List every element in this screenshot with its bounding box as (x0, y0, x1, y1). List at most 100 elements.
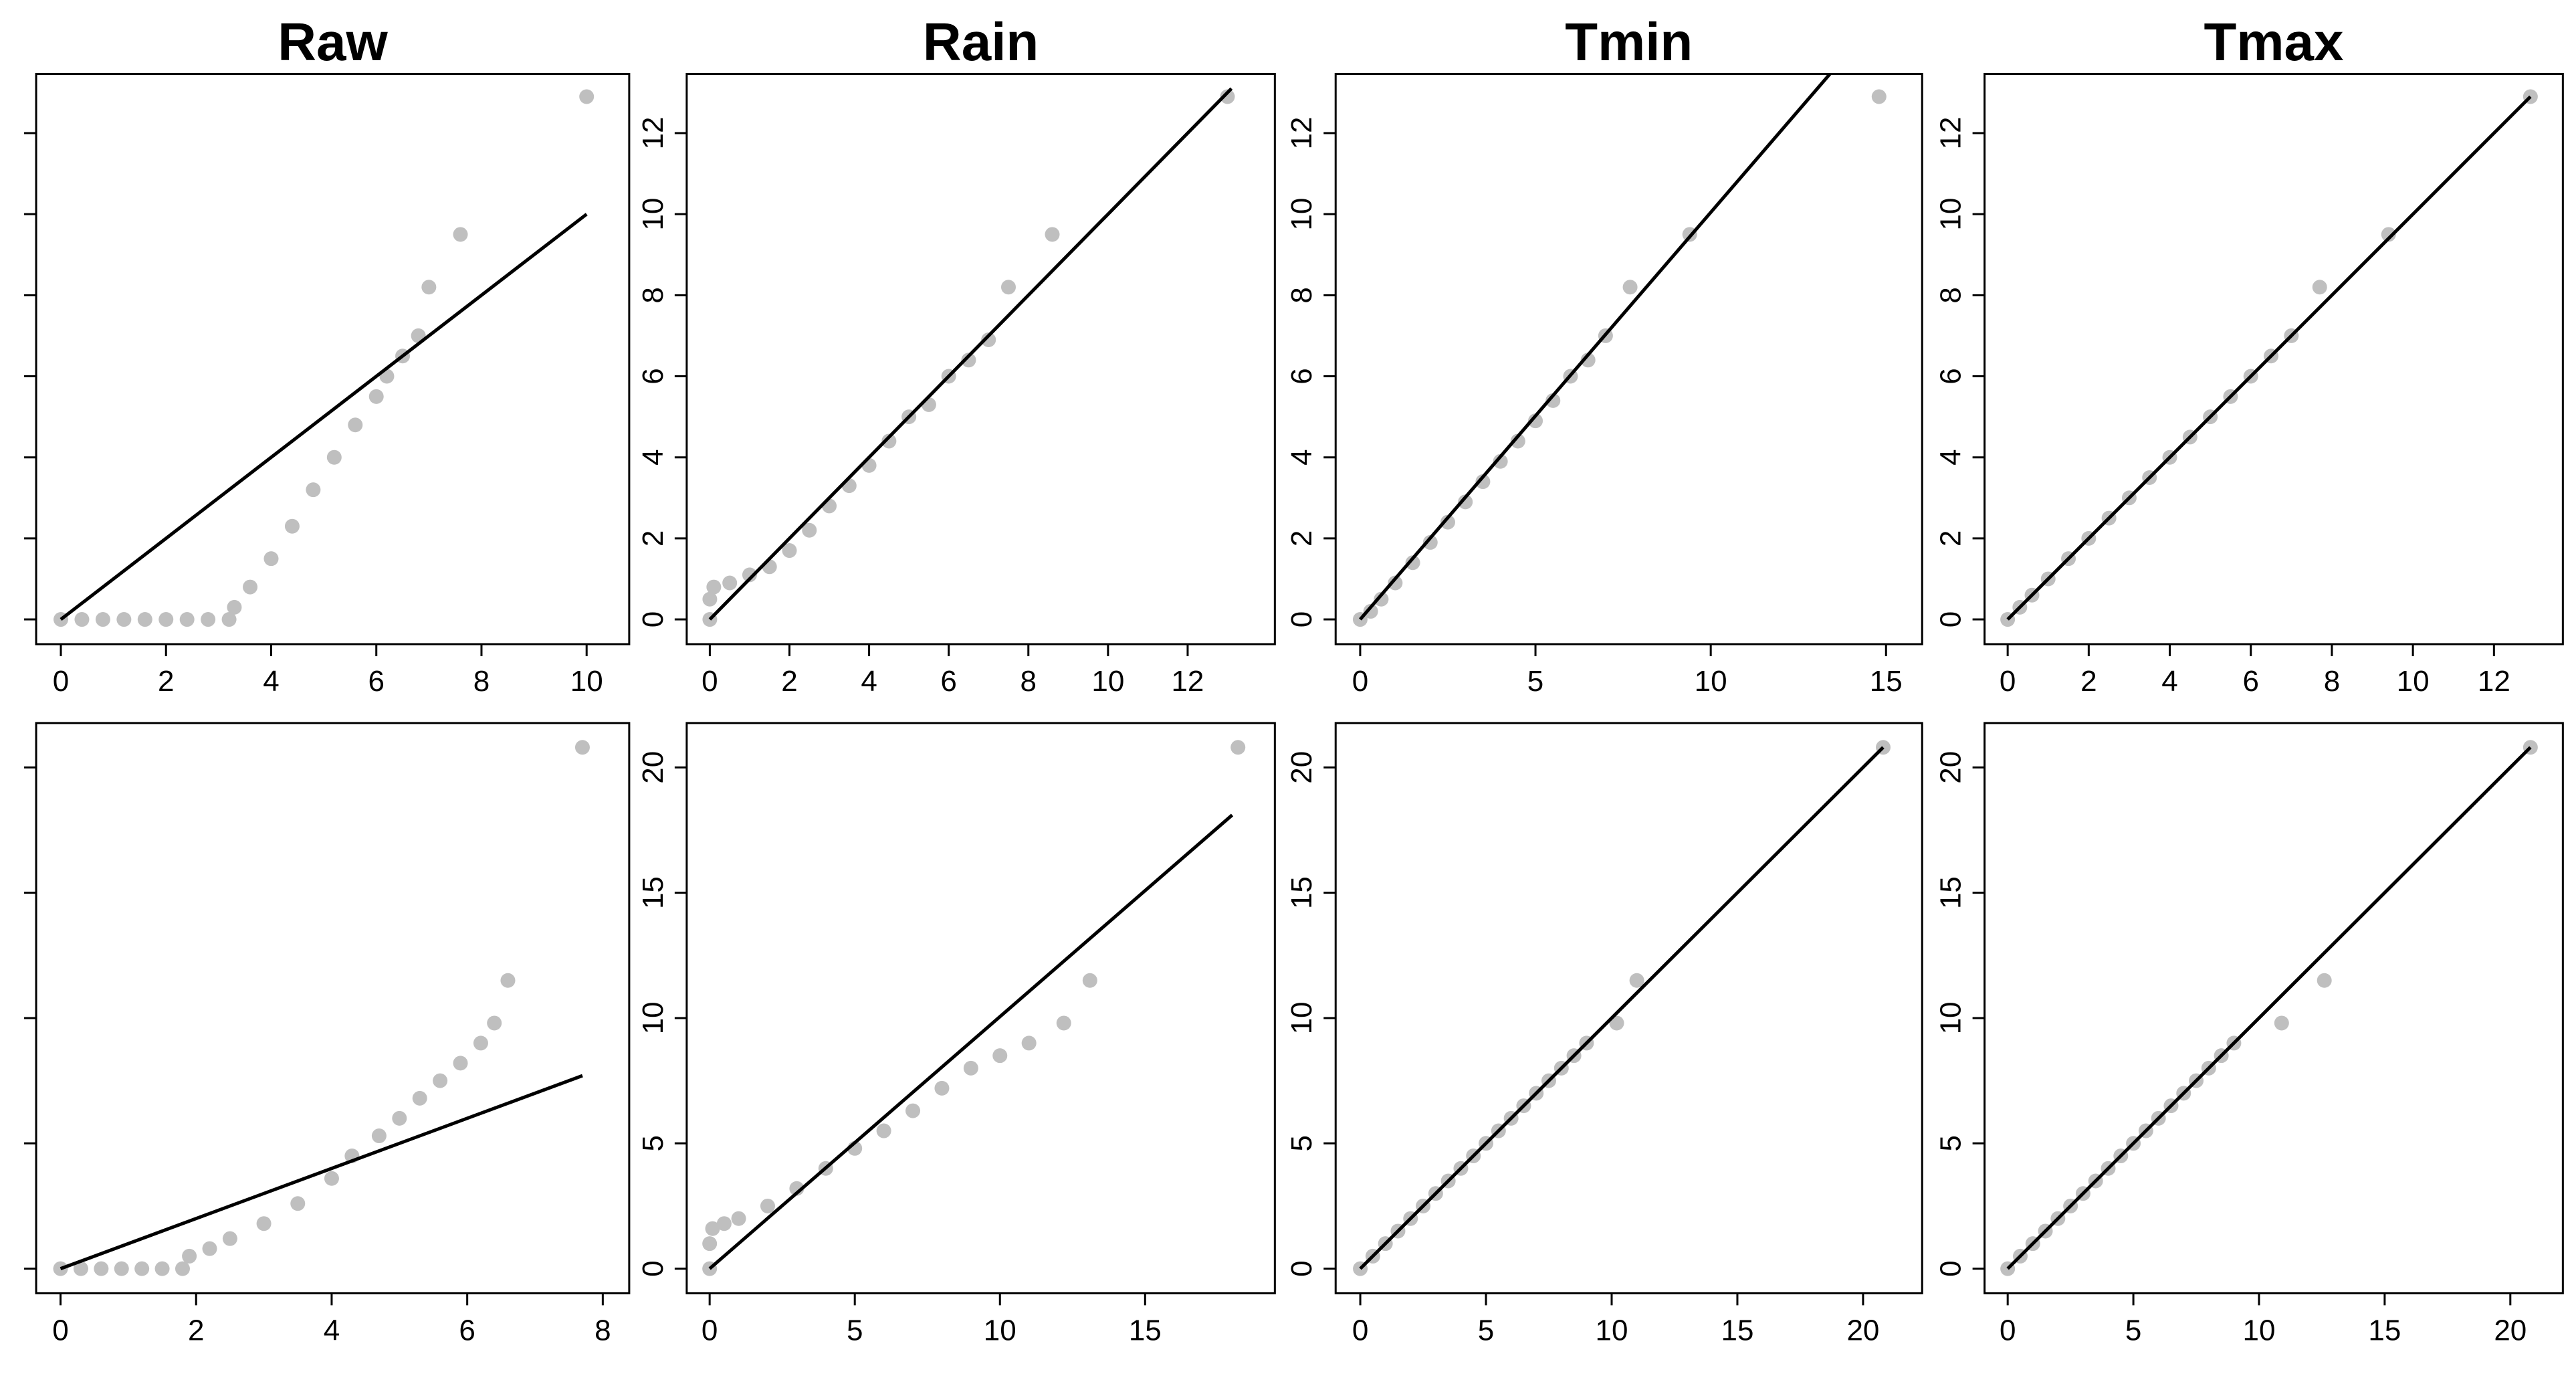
x-tick-label: 0 (2000, 665, 2016, 698)
point (1580, 353, 1596, 368)
point (1510, 433, 1525, 449)
y-tick-label: 0 (1935, 611, 1967, 627)
x-tick-label: 10 (2243, 1314, 2276, 1347)
point (760, 1198, 775, 1213)
y-tick-label: 0 (637, 611, 669, 627)
point (2317, 973, 2332, 988)
point (722, 575, 738, 591)
point (1056, 1015, 1071, 1031)
x-tick-label: 10 (1596, 1314, 1628, 1347)
x-tick-label: 0 (52, 1314, 68, 1347)
point (95, 612, 110, 627)
plot-frame (1334, 722, 1923, 1294)
point (574, 740, 590, 755)
point (992, 1048, 1008, 1064)
point (433, 1073, 448, 1088)
point (392, 1110, 407, 1126)
point (368, 389, 384, 404)
reference-line (60, 213, 588, 621)
plot-frame (1983, 722, 2564, 1294)
point (2381, 227, 2396, 242)
x-tick-label: 0 (702, 665, 718, 698)
point (1475, 474, 1491, 490)
plot-frame (35, 722, 631, 1294)
y-tick-label: 2 (1285, 530, 1318, 546)
point (742, 567, 757, 583)
y-tick-label: 5 (1285, 1135, 1318, 1151)
point (1045, 227, 1060, 242)
point (201, 612, 216, 627)
y-tick-label: 12 (637, 117, 669, 150)
point (1440, 514, 1455, 530)
plot-frame (685, 73, 1276, 645)
x-tick-label: 0 (1352, 665, 1368, 698)
point (134, 1261, 150, 1276)
plot-frame (1334, 73, 1923, 645)
y-tick-label: 2 (1935, 530, 1967, 546)
y-tick-label: 12 (1935, 117, 1967, 150)
point (1629, 973, 1644, 988)
reference-line (2006, 95, 2532, 621)
x-tick-label: 15 (1129, 1314, 1162, 1347)
plot-frame (1983, 73, 2564, 645)
chart-title: Tmin (1565, 12, 1693, 72)
point (1422, 534, 1438, 550)
x-tick-label: 4 (324, 1314, 340, 1347)
point (1458, 494, 1473, 510)
point (290, 1196, 306, 1211)
x-tick-label: 10 (1091, 665, 1124, 698)
y-tick-label: 10 (1285, 1001, 1318, 1034)
point (256, 1216, 272, 1231)
point (1374, 591, 1389, 607)
chart-title: Raw (278, 12, 388, 72)
point (2274, 1015, 2289, 1031)
plot-area (2000, 740, 2538, 1276)
x-tick-label: 5 (1478, 1314, 1494, 1347)
x-tick-label: 15 (2368, 1314, 2401, 1347)
y-tick-label: 15 (1285, 876, 1318, 909)
point (114, 1261, 129, 1276)
point (1405, 555, 1420, 571)
x-tick-label: 20 (2494, 1314, 2527, 1347)
x-tick-label: 4 (861, 665, 877, 698)
x-tick-label: 15 (1870, 665, 1903, 698)
reference-line (60, 1074, 583, 1270)
plot-area (2000, 89, 2538, 627)
point (179, 612, 195, 627)
y-tick-label: 20 (1935, 751, 1967, 784)
y-tick-label: 20 (637, 751, 669, 784)
x-tick-label: 0 (702, 1314, 718, 1347)
point (1609, 1015, 1624, 1031)
point (421, 280, 437, 295)
y-tick-label: 2 (637, 530, 669, 546)
point (473, 1035, 488, 1051)
x-tick-label: 12 (2478, 665, 2510, 698)
y-tick-label: 12 (1285, 117, 1318, 150)
y-tick-label: 0 (1285, 611, 1318, 627)
y-tick-label: 6 (1935, 368, 1967, 384)
reference-line (1359, 74, 1832, 621)
point (116, 612, 132, 627)
point (802, 522, 817, 538)
x-tick-label: 4 (2161, 665, 2177, 698)
point (731, 1211, 746, 1226)
point (243, 579, 258, 595)
point (1230, 740, 1246, 755)
x-tick-label: 5 (847, 1314, 863, 1347)
point (74, 612, 90, 627)
plot-frame (35, 73, 631, 645)
point (326, 450, 342, 465)
point (706, 579, 722, 595)
x-tick-label: 2 (188, 1314, 204, 1347)
point (324, 1171, 339, 1186)
plot-area (1352, 74, 1887, 627)
x-tick-label: 5 (1527, 665, 1543, 698)
x-tick-label: 6 (940, 665, 956, 698)
x-tick-label: 6 (368, 665, 384, 698)
point (782, 543, 797, 559)
y-tick-label: 10 (1935, 1001, 1967, 1034)
x-tick-label: 6 (2242, 665, 2258, 698)
point (1000, 280, 1016, 295)
point (154, 1261, 170, 1276)
point (1021, 1035, 1037, 1051)
